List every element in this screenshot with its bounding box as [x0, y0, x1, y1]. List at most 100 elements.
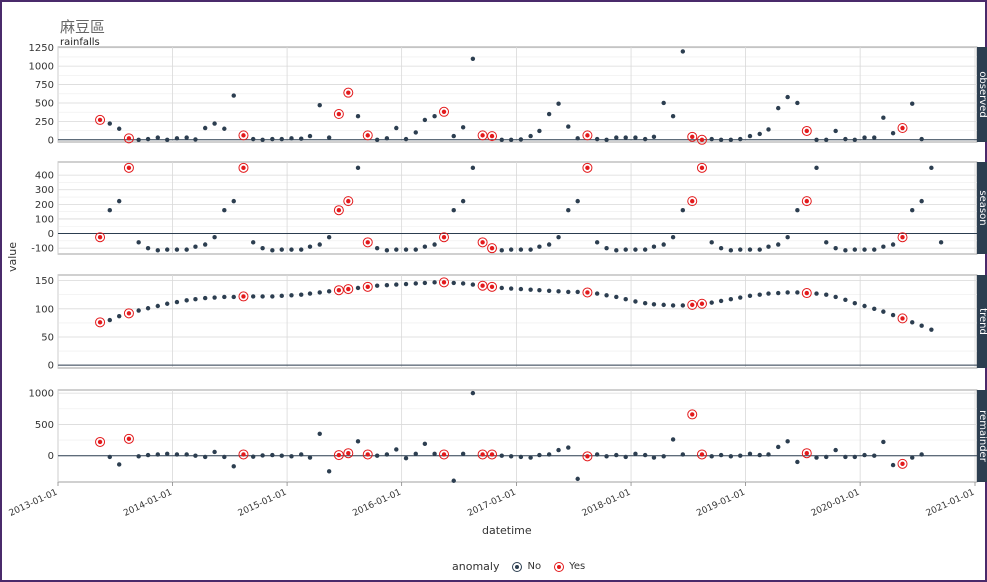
point-trend-24	[326, 289, 332, 294]
point-trend-63	[699, 301, 705, 306]
xtick-6: 2019-01-01	[695, 488, 747, 519]
point-season-16	[250, 240, 256, 245]
point-observed-51	[585, 133, 590, 138]
point-observed-54	[614, 135, 619, 140]
point-trend-36	[441, 280, 447, 285]
point-season-33	[413, 247, 418, 252]
point-trend-62	[690, 302, 695, 308]
point-remainder-65	[718, 452, 724, 458]
point-trend-11	[202, 295, 208, 301]
ytick-observed-2: 500	[35, 98, 54, 109]
point-remainder-4	[136, 454, 141, 459]
point-season-15	[241, 165, 246, 171]
point-remainder-12	[212, 449, 217, 455]
point-observed-17	[260, 137, 265, 142]
point-observed-21	[299, 136, 304, 141]
facet-label-observed: observed	[977, 71, 987, 117]
point-remainder-14	[231, 464, 236, 469]
point-trend-82	[881, 309, 886, 314]
point-trend-25	[336, 288, 342, 293]
point-season-44	[518, 247, 524, 252]
point-season-ring-25	[333, 205, 344, 216]
point-season-71	[776, 242, 781, 247]
legend-no-icon	[512, 561, 523, 572]
point-observed-56	[633, 135, 638, 140]
point-season-70	[766, 244, 771, 249]
xtick-8: 2021-01-01	[925, 488, 977, 519]
point-season-56	[633, 247, 638, 252]
point-remainder-43	[508, 454, 514, 459]
point-trend-61	[680, 303, 686, 308]
point-season-42	[499, 248, 504, 253]
point-trend-22	[307, 291, 313, 296]
point-trend-ring-28	[362, 281, 373, 292]
point-season-82	[881, 244, 886, 249]
point-trend-35	[432, 280, 437, 285]
point-observed-46	[537, 128, 542, 134]
point-trend-3	[126, 311, 132, 316]
point-observed-53	[604, 137, 609, 142]
point-observed-10	[193, 137, 198, 142]
point-season-ring-84	[897, 232, 908, 243]
point-season-59	[661, 242, 666, 247]
point-observed-27	[355, 114, 361, 119]
point-remainder-71	[776, 444, 781, 450]
point-observed-83	[890, 130, 896, 136]
point-season-87	[929, 165, 934, 171]
point-trend-17	[260, 294, 265, 299]
point-season-32	[403, 247, 409, 252]
point-remainder-64	[709, 454, 714, 459]
xtick-0: 2013-01-01	[8, 488, 60, 519]
point-remainder-9	[184, 452, 189, 457]
point-season-81	[872, 247, 877, 252]
point-remainder-85	[910, 455, 915, 460]
point-season-50	[575, 198, 580, 204]
point-remainder-26	[346, 451, 351, 456]
point-observed-16	[250, 136, 256, 142]
point-season-ring-41	[487, 243, 498, 254]
point-season-67	[738, 247, 743, 252]
point-remainder-2	[116, 462, 122, 467]
point-trend-ring-36	[439, 277, 450, 288]
point-remainder-73	[795, 459, 800, 465]
point-observed-72	[785, 94, 790, 100]
point-observed-41	[489, 133, 495, 139]
point-season-9	[184, 247, 189, 252]
point-observed-32	[403, 136, 409, 142]
point-remainder-77	[833, 447, 838, 453]
point-season-85	[910, 207, 915, 213]
point-trend-28	[365, 284, 370, 290]
point-observed-73	[795, 100, 800, 106]
point-remainder-31	[394, 447, 399, 452]
point-trend-ring-25	[333, 285, 344, 296]
point-remainder-16	[250, 454, 256, 459]
point-remainder-57	[642, 452, 648, 458]
point-trend-13	[222, 294, 227, 300]
point-season-46	[537, 244, 542, 249]
point-trend-16	[250, 294, 256, 299]
point-remainder-39	[470, 390, 476, 396]
point-trend-85	[910, 320, 915, 325]
point-season-36	[441, 235, 447, 240]
point-observed-64	[709, 136, 714, 142]
point-trend-20	[289, 293, 294, 298]
point-observed-11	[202, 125, 208, 131]
ytick-remainder-1: 500	[35, 420, 54, 431]
point-observed-44	[518, 137, 524, 142]
point-season-26	[346, 198, 351, 204]
point-trend-53	[604, 293, 609, 298]
point-remainder-ring-41	[487, 449, 498, 460]
point-observed-52	[594, 136, 600, 142]
point-remainder-29	[374, 453, 380, 458]
point-observed-ring-36	[439, 106, 450, 117]
point-observed-ring-0	[95, 114, 106, 125]
xtick-2: 2015-01-01	[237, 488, 289, 519]
point-observed-50	[575, 136, 580, 141]
point-observed-58	[651, 134, 657, 140]
point-trend-84	[900, 316, 905, 321]
point-season-74	[804, 198, 809, 204]
point-season-ring-62	[687, 196, 698, 207]
point-trend-47	[546, 288, 552, 293]
point-remainder-33	[413, 451, 418, 457]
point-observed-26	[346, 90, 351, 95]
